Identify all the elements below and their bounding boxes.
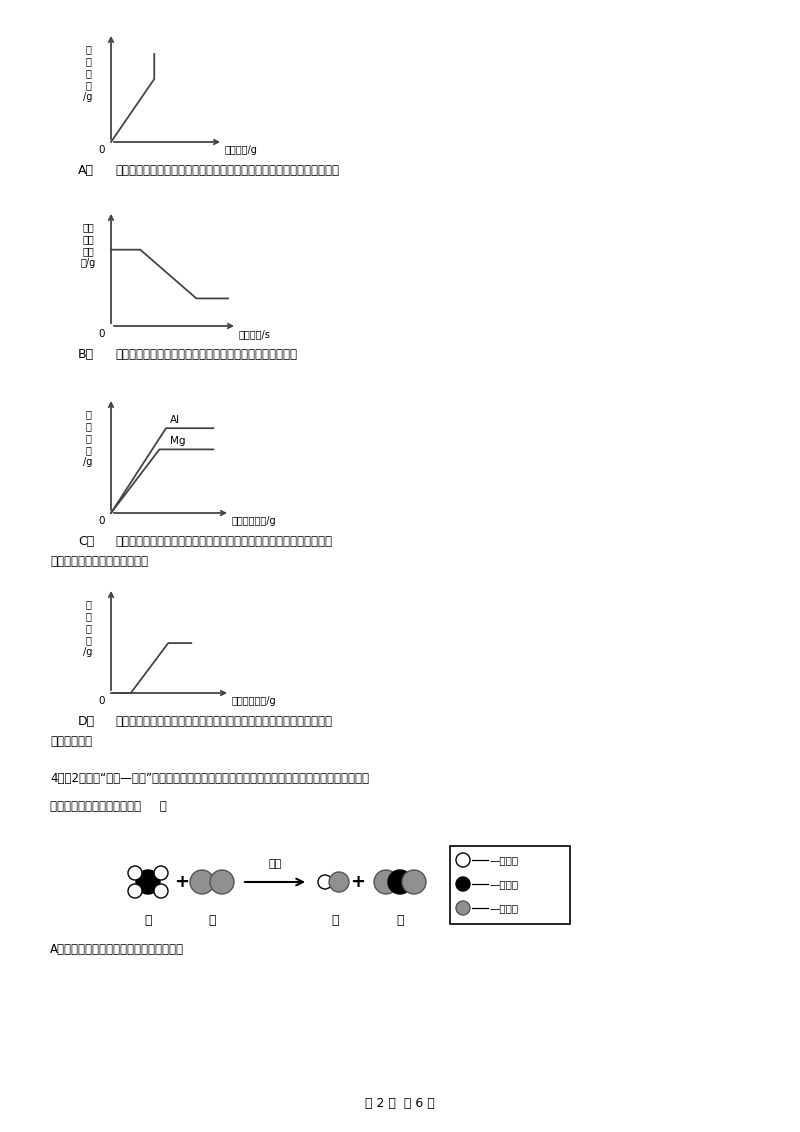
Text: 示意图，下列说法正确的是（     ）: 示意图，下列说法正确的是（ ） [50, 800, 166, 813]
Circle shape [318, 875, 332, 889]
Text: 氢: 氢 [85, 44, 91, 54]
Text: 稀硫酸的质量/g: 稀硫酸的质量/g [232, 516, 277, 526]
Text: 沉: 沉 [85, 599, 91, 609]
Text: 向氢氧化钓、氢氧化钙混合溶液中加入硫酸，生成沉淠的质量和加入硫: 向氢氧化钓、氢氧化钙混合溶液中加入硫酸，生成沉淠的质量和加入硫 [115, 715, 332, 728]
Circle shape [388, 871, 412, 894]
Circle shape [128, 866, 142, 880]
Text: 向等质量的金属镁和铝中加入足量且质量分数相等的稀硫酸，生成氢气: 向等质量的金属镁和铝中加入足量且质量分数相等的稀硫酸，生成氢气 [115, 535, 332, 548]
Text: —氧原子: —氧原子 [490, 903, 519, 914]
Bar [450, 846, 570, 924]
Circle shape [402, 871, 426, 894]
Text: 用加热一定量的高锇酸龾，剩余固体质量与反应时间的关系: 用加热一定量的高锇酸龾，剩余固体质量与反应时间的关系 [115, 348, 297, 361]
Circle shape [128, 884, 142, 898]
Text: 0: 0 [98, 329, 105, 338]
Circle shape [136, 871, 160, 894]
Circle shape [374, 871, 398, 894]
Text: 4．（2分）在“宏观—微观”之间建立联系，是学习化学学科必备的思维方式。下图是某反应的微观: 4．（2分）在“宏观—微观”之间建立联系，是学习化学学科必备的思维方式。下图是某… [50, 772, 369, 784]
Text: 固体: 固体 [82, 234, 94, 245]
Text: 将鐵粉加入到一定量的稀盐酸中，生成氢气的质量与加入鐵粉的质量关系: 将鐵粉加入到一定量的稀盐酸中，生成氢气的质量与加入鐵粉的质量关系 [115, 164, 339, 177]
Text: 点燃: 点燃 [268, 859, 282, 869]
Text: 反应时间/s: 反应时间/s [239, 329, 271, 338]
Text: 气: 气 [85, 55, 91, 66]
Text: C．: C． [78, 535, 94, 548]
Text: 量/g: 量/g [80, 258, 96, 268]
Text: Mg: Mg [170, 437, 186, 446]
Text: A．: A． [78, 164, 94, 177]
Text: 气: 气 [85, 421, 91, 431]
Text: 质: 质 [85, 68, 91, 78]
Circle shape [210, 871, 234, 894]
Text: +: + [174, 873, 190, 891]
Circle shape [456, 854, 470, 867]
Text: B．: B． [78, 348, 94, 361]
Text: 0: 0 [98, 696, 105, 706]
Text: 的质量与加入稀硫酸质量的关系: 的质量与加入稀硫酸质量的关系 [50, 555, 148, 568]
Text: 丁: 丁 [396, 914, 404, 927]
Text: —碳原子: —碳原子 [490, 880, 519, 889]
Text: /g: /g [83, 648, 93, 657]
Text: 的质: 的质 [82, 246, 94, 256]
Text: 0: 0 [98, 145, 105, 155]
Text: 乙: 乙 [208, 914, 216, 927]
Text: 淠: 淠 [85, 611, 91, 621]
Text: 氢: 氢 [85, 409, 91, 419]
Circle shape [329, 872, 349, 892]
Text: 酸质量的关系: 酸质量的关系 [50, 735, 92, 748]
Text: D．: D． [78, 715, 95, 728]
Text: /g: /g [83, 92, 93, 102]
Text: 第 2 页  共 6 页: 第 2 页 共 6 页 [365, 1097, 435, 1110]
Text: 稀硫酸的质量/g: 稀硫酸的质量/g [232, 696, 277, 706]
Text: —氮原子: —氮原子 [490, 855, 519, 865]
Text: 丙: 丙 [331, 914, 338, 927]
Circle shape [154, 884, 168, 898]
Circle shape [154, 866, 168, 880]
Text: A．该反应中甲、乙、丙、丁都属于化合物: A．该反应中甲、乙、丙、丁都属于化合物 [50, 943, 184, 957]
Circle shape [456, 877, 470, 891]
Circle shape [456, 901, 470, 915]
Text: 0: 0 [98, 516, 105, 526]
Circle shape [190, 871, 214, 894]
Text: /g: /g [83, 457, 93, 468]
Text: 质: 质 [85, 623, 91, 633]
Text: +: + [350, 873, 366, 891]
Text: 量: 量 [85, 80, 91, 91]
Text: 鐵的质量/g: 鐵的质量/g [225, 145, 258, 155]
Text: 量: 量 [85, 635, 91, 645]
Text: Al: Al [170, 415, 180, 426]
Text: 剩余: 剩余 [82, 222, 94, 232]
Text: 质: 质 [85, 434, 91, 443]
Text: 量: 量 [85, 445, 91, 455]
Text: 甲: 甲 [144, 914, 152, 927]
